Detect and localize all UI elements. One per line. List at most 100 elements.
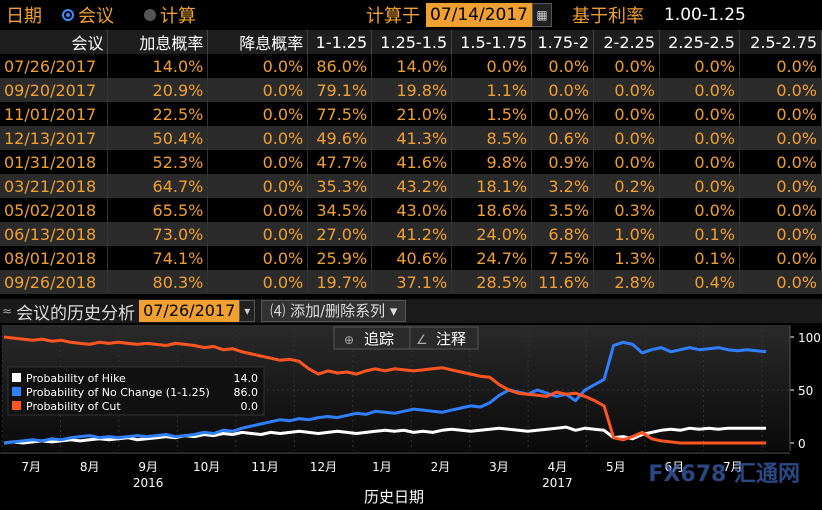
meeting-date-cell: 09/26/2018 <box>0 270 109 294</box>
x-tick-label: 6月 <box>664 460 684 474</box>
radio-calc[interactable]: 计算 <box>144 2 196 28</box>
y-tick-label: 0 <box>798 437 806 451</box>
x-tick-label: 3月 <box>489 460 509 474</box>
probability-cell: 3.2% <box>531 174 595 198</box>
table-row[interactable]: 08/01/2018 74.1% 0.0% 25.9% 40.6% 24.7% 7.5% 1.… <box>0 246 822 270</box>
calendar-icon[interactable]: ▦ <box>531 3 552 27</box>
x-tick-label: 10月 <box>193 460 220 474</box>
probability-cell: 0.0% <box>659 198 740 222</box>
probability-cell: 41.6% <box>371 150 453 174</box>
probability-cell: 0.0% <box>739 150 822 174</box>
probability-cell: 28.5% <box>451 270 533 294</box>
probability-cell: 0.0% <box>739 222 822 246</box>
table-row[interactable]: 12/13/2017 50.4% 0.0% 49.6% 41.3% 8.5% 0.6% 0.0… <box>0 126 822 150</box>
probability-cell: 41.2% <box>371 222 453 246</box>
probability-cell: 8.5% <box>451 126 533 150</box>
probability-cell: 79.1% <box>307 78 373 102</box>
probability-cell: 0.0% <box>531 54 595 78</box>
probability-cell: 0.0% <box>207 150 309 174</box>
probability-cell: 0.0% <box>659 126 740 150</box>
history-title: 会议的历史分析 <box>16 303 136 324</box>
probability-cell: 24.7% <box>451 246 533 270</box>
col-header[interactable]: 2.5-2.75 <box>739 30 822 54</box>
probability-cell: 6.8% <box>531 222 595 246</box>
col-header[interactable]: 降息概率 <box>207 30 309 54</box>
meeting-date-cell: 11/01/2017 <box>0 102 109 126</box>
top-bar: 日期 会议 计算 计算于 07/14/2017 ▦ 基于利率 1.00-1.25 <box>0 0 822 30</box>
probability-cell: 41.3% <box>371 126 453 150</box>
base-rate-value: 1.00-1.25 <box>663 5 746 25</box>
legend-swatch <box>12 387 21 396</box>
table-row[interactable]: 11/01/2017 22.5% 0.0% 77.5% 21.0% 1.5% 0.0% 0.0… <box>0 102 822 126</box>
y-tick-label: 100 <box>798 331 821 345</box>
table-row[interactable]: 09/20/2017 20.9% 0.0% 79.1% 19.8% 1.1% 0.0% 0.0… <box>0 78 822 102</box>
radio-meeting[interactable]: 会议 <box>62 2 114 28</box>
table-row[interactable]: 03/21/2018 64.7% 0.0% 35.3% 43.2% 18.1% 3.2% 0.… <box>0 174 822 198</box>
x-tick-label: 11月 <box>251 460 278 474</box>
probability-cell: 0.0% <box>593 102 661 126</box>
probability-cell: 0.0% <box>593 78 661 102</box>
meeting-date-cell: 12/13/2017 <box>0 126 109 150</box>
probability-cell: 0.0% <box>207 270 309 294</box>
probability-cell: 77.5% <box>307 102 373 126</box>
collapse-icon[interactable]: ≈ <box>2 304 13 318</box>
probability-cell: 21.0% <box>371 102 453 126</box>
col-header[interactable]: 1.5-1.75 <box>451 30 533 54</box>
table-row[interactable]: 09/26/2018 80.3% 0.0% 19.7% 37.1% 28.5% 11.6% 2… <box>0 270 822 294</box>
table-row[interactable]: 07/26/2017 14.0% 0.0% 86.0% 14.0% 0.0% 0.0% 0.0… <box>0 54 822 78</box>
legend-value: 0.0 <box>241 400 259 413</box>
history-toolbar: ≈ 会议的历史分析 07/26/2017 ▾ ⑷ 添加/删除系列 ▾ <box>0 299 822 324</box>
probability-cell: 7.5% <box>531 246 595 270</box>
probability-cell: 0.0% <box>531 78 595 102</box>
probability-cell: 2.8% <box>593 270 661 294</box>
probability-cell: 0.1% <box>659 222 740 246</box>
annotate-button <box>409 326 479 350</box>
history-date-input[interactable]: 07/26/2017 <box>139 300 240 322</box>
history-chart-svg: 0 50 100 Probability of Hike 14.0 Probability… <box>0 325 821 506</box>
col-header[interactable]: 2.25-2.5 <box>659 30 740 54</box>
col-header[interactable]: 1.25-1.5 <box>371 30 453 54</box>
col-header[interactable]: 加息概率 <box>107 30 209 54</box>
radio-meeting-label: 会议 <box>78 6 114 27</box>
probability-cell: 0.0% <box>659 54 740 78</box>
probability-cell: 0.0% <box>593 150 661 174</box>
series-line <box>3 340 767 445</box>
probability-cell: 25.9% <box>307 246 373 270</box>
probability-cell: 0.0% <box>659 150 740 174</box>
probability-cell: 0.0% <box>207 126 309 150</box>
col-header[interactable]: 1-1.25 <box>307 30 373 54</box>
probability-cell: 86.0% <box>307 54 373 78</box>
legend-label: Probability of Cut <box>26 400 121 413</box>
crosshair-icon: ⊕ <box>344 333 354 347</box>
probability-cell: 0.6% <box>531 126 595 150</box>
probability-cell: 40.6% <box>371 246 453 270</box>
legend-value: 14.0 <box>234 372 259 385</box>
probability-cell: 0.0% <box>739 198 822 222</box>
calc-date-input[interactable]: 07/14/2017 <box>426 3 532 27</box>
legend-label: Probability of No Change (1-1.25) <box>26 386 210 399</box>
pencil-icon: ∠ <box>416 333 428 348</box>
probability-cell: 0.0% <box>207 78 309 102</box>
meeting-date-cell: 09/20/2017 <box>0 78 109 102</box>
col-header[interactable]: 会议 <box>0 30 109 54</box>
probability-cell: 14.0% <box>107 54 209 78</box>
x-tick-label: 7月 <box>21 460 41 474</box>
probability-cell: 35.3% <box>307 174 373 198</box>
probability-cell: 18.1% <box>451 174 533 198</box>
probability-cell: 37.1% <box>371 270 453 294</box>
probability-cell: 18.6% <box>451 198 533 222</box>
table-row[interactable]: 06/13/2018 73.0% 0.0% 27.0% 41.2% 24.0% 6.8% 1.… <box>0 222 822 246</box>
table-row[interactable]: 01/31/2018 52.3% 0.0% 47.7% 41.6% 9.8% 0.9% 0.0… <box>0 150 822 174</box>
dropdown-arrow-icon[interactable]: ▾ <box>239 300 256 322</box>
add-remove-series-button[interactable]: ⑷ 添加/删除系列 ▾ <box>261 300 407 322</box>
probability-cell: 0.0% <box>739 126 822 150</box>
probability-cell: 1.1% <box>451 78 533 102</box>
col-header[interactable]: 2-2.25 <box>593 30 661 54</box>
series-line <box>3 425 766 445</box>
meeting-date-cell: 08/01/2018 <box>0 246 109 270</box>
probability-cell: 0.4% <box>659 270 740 294</box>
probability-cell: 0.0% <box>739 174 822 198</box>
col-header[interactable]: 1.75-2 <box>531 30 595 54</box>
probability-cell: 43.2% <box>371 174 453 198</box>
table-row[interactable]: 05/02/2018 65.5% 0.0% 34.5% 43.0% 18.6% 3.5% 0.… <box>0 198 822 222</box>
